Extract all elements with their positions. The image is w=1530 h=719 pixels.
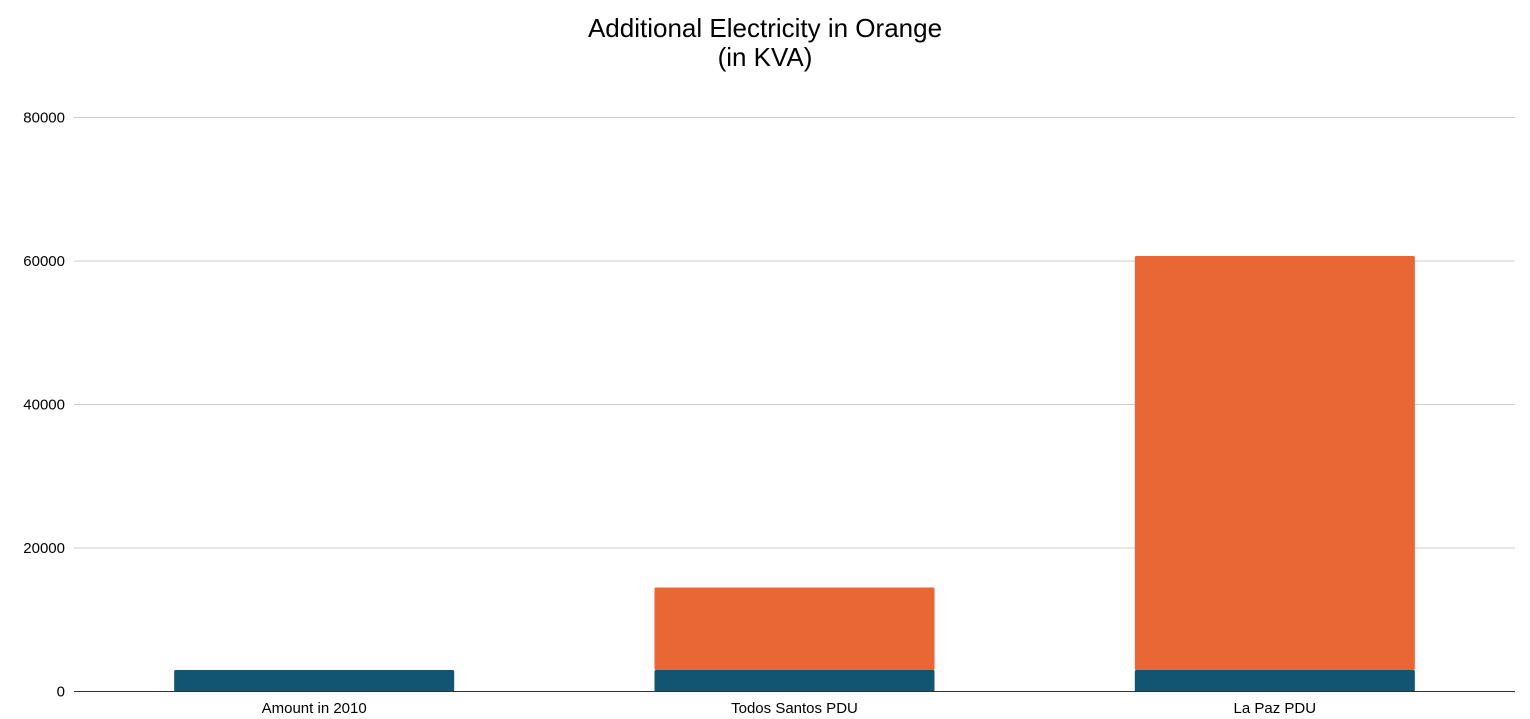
- x-tick-label: La Paz PDU: [1234, 700, 1317, 717]
- y-tick-label: 60000: [23, 253, 65, 270]
- x-tick-label: Amount in 2010: [262, 700, 367, 717]
- y-tick-label: 20000: [23, 540, 65, 557]
- bar-segment: [174, 669, 455, 692]
- chart-title: Additional Electricity in Orange: [587, 13, 943, 43]
- y-tick-label: 40000: [23, 397, 65, 414]
- bar-segment: [1134, 255, 1415, 670]
- y-tick-label: 80000: [23, 110, 65, 127]
- y-tick-label: 0: [57, 684, 65, 701]
- bar-segment: [1134, 669, 1415, 692]
- bar-segment: [654, 587, 935, 670]
- chart-subtitle: (in KVA): [717, 42, 813, 72]
- bar-segment: [654, 669, 935, 692]
- chart-title-block: Additional Electricity in Orange (in KVA…: [0, 14, 1530, 72]
- x-tick-label: Todos Santos PDU: [731, 700, 858, 717]
